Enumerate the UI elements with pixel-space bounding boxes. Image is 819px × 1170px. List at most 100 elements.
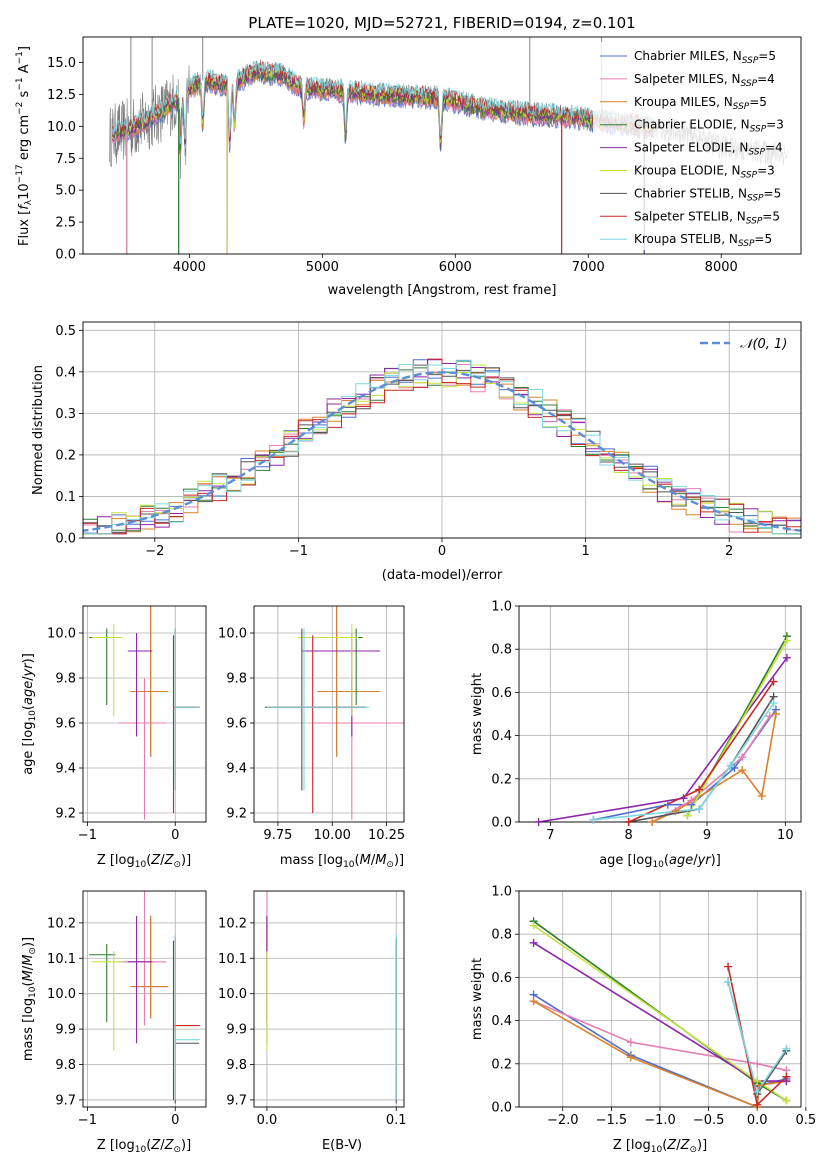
z-mass-xlabel: Z [log10(Z/Z⊙)] xyxy=(97,1138,191,1155)
z-mass-axes-ytick-label: 9.9 xyxy=(55,1023,76,1038)
age-weight-axes-marker-salpeter-stelib xyxy=(695,785,704,794)
spectrum-axes-xtick-label: 5000 xyxy=(306,260,339,275)
hist-legend-label: 𝒩(0, 1) xyxy=(740,337,787,352)
z-mass-axes-frame xyxy=(82,890,207,1108)
z-weight-axes-xtick-label: −2.0 xyxy=(547,1113,579,1128)
mass-age-axes-xtick-label: 9.75 xyxy=(263,828,292,843)
legend-label-chabrier-elodie: Chabrier ELODIE, NSSP=3 xyxy=(634,118,784,135)
age-weight-axes: 7 8 9 10 0.0 0.2 0.4 0.6 0.8 1.0 xyxy=(491,600,802,843)
age-weight-axes-marker-kroupa-miles xyxy=(771,710,780,718)
spectrum-axes-frame xyxy=(82,36,802,255)
ebv-mass-axes-xtick-label: 0.0 xyxy=(257,1113,278,1128)
age-weight-axes-marker-kroupa-stelib xyxy=(589,815,598,824)
z-weight-axes-marker-salpeter-stelib xyxy=(724,962,733,971)
mass-age-axes-ytick-label: 10.0 xyxy=(218,627,247,642)
z-weight-axes: −2.0 −1.5 −1.0 −0.5 0.0 0.5 0.0 0.2 0.4 0.6 0.8 1.0 xyxy=(491,885,816,1129)
spectrum-axes-ytick-label: 12.5 xyxy=(47,88,76,103)
age-weight-axes-marker-kroupa-miles xyxy=(671,807,680,816)
ebv-mass-axes: 0.0 0.1 9.7 9.8 9.9 10.0 10.1 10.2 xyxy=(218,890,407,1128)
spectrum-axes-ytick-label: 5.0 xyxy=(55,184,76,199)
spectrum-legend: Chabrier MILES, NSSP=5 Salpeter MILES, NS… xyxy=(593,42,798,250)
age-weight-axes-marker-kroupa-miles xyxy=(738,766,747,775)
age-weight-axes-ytick-label: 0.2 xyxy=(491,772,512,787)
z-weight-axes-frame xyxy=(518,890,802,1108)
z-mass-axes-ytick-label: 10.1 xyxy=(47,952,76,967)
z-weight-axes-ytick-label: 1.0 xyxy=(491,885,512,900)
z-weight-axes-marker-kroupa-miles xyxy=(626,1053,635,1062)
hist-axes-ytick-label: 0.4 xyxy=(55,365,76,380)
age-weight-axes-line-kroupa-stelib xyxy=(593,702,775,821)
age-weight-axes-marker-salpeter-miles xyxy=(765,712,774,721)
age-weight-axes-ytick-label: 0.8 xyxy=(491,643,512,658)
z-weight-axes-marker-kroupa-elodie xyxy=(782,1096,791,1105)
mass-age-axes-xtick-label: 10.25 xyxy=(368,828,405,843)
mass-age-axes-ytick-label: 9.6 xyxy=(226,717,247,732)
hist-axes-xtick-label: 1 xyxy=(581,544,589,559)
spectrum-model-kroupa-stelib xyxy=(111,60,656,254)
ebv-mass-axes-ytick-label: 10.2 xyxy=(218,916,247,931)
age-weight-axes-marker-kroupa-elodie xyxy=(782,636,791,645)
z-weight-axes-xtick-label: −0.5 xyxy=(693,1113,725,1128)
mass-age-axes-ytick-label: 9.8 xyxy=(226,672,247,687)
age-weight-axes-ytick-label: 0.4 xyxy=(491,729,512,744)
z-weight-axes-marker-kroupa-elodie xyxy=(529,921,538,930)
z-weight-axes-ytick-label: 0.6 xyxy=(491,971,512,986)
spectrum-axes-ytick-label: 10.0 xyxy=(47,120,76,135)
age-weight-axes-xtick-label: 9 xyxy=(703,828,711,843)
hist-axes-xtick-label: 2 xyxy=(725,544,733,559)
age-weight-axes-frame xyxy=(518,605,802,823)
hist-axes-ytick-label: 0.2 xyxy=(55,448,76,463)
age-weight-axes-marker-salpeter-miles xyxy=(687,796,696,805)
age-weight-axes-marker-kroupa-stelib xyxy=(695,805,704,814)
age-weight-axes-ytick-label: 0.0 xyxy=(491,816,512,831)
spectrum-axes-ytick-label: 7.5 xyxy=(55,152,76,167)
ebv-mass-axes-ytick-label: 10.0 xyxy=(218,987,247,1002)
age-weight-axes-line-kroupa-elodie xyxy=(686,640,788,816)
z-weight-axes-xtick-label: 0.5 xyxy=(796,1113,817,1128)
age-weight-axes-marker-kroupa-miles xyxy=(757,792,766,801)
z-mass-axes-plot xyxy=(89,891,200,1104)
z-age-ylabel: age [log10(age/yr)] xyxy=(21,653,38,775)
spectrum-axes-ytick-label: 2.5 xyxy=(55,216,76,231)
z-weight-axes-ylabel: mass weight xyxy=(470,958,485,1040)
z-mass-axes-ytick-label: 9.7 xyxy=(55,1093,76,1108)
spectrum-axes-ytick-label: 15.0 xyxy=(47,56,76,71)
legend-label-kroupa-stelib: Kroupa STELIB, NSSP=5 xyxy=(634,232,772,249)
hist-normal-curve xyxy=(83,371,801,532)
z-mass-axes-ytick-label: 10.0 xyxy=(47,987,76,1002)
z-age-axes-frame xyxy=(82,605,207,823)
spectrum-axes-xtick-label: 8000 xyxy=(705,260,738,275)
hist-axes-ytick-label: 0.3 xyxy=(55,407,76,422)
legend-label-chabrier-stelib: Chabrier STELIB, NSSP=5 xyxy=(634,186,781,203)
mass-age-xlabel: mass [log10(M/M⊙)] xyxy=(280,853,404,870)
age-weight-axes-marker-salpeter-elodie xyxy=(679,794,688,803)
age-weight-axes-marker-kroupa-miles xyxy=(648,818,657,826)
z-age-axes-ytick-label: 9.4 xyxy=(55,762,76,777)
z-age-axes-xtick-label: 0 xyxy=(171,828,179,843)
z-weight-axes-marker-kroupa-stelib xyxy=(753,1087,762,1096)
z-age-axes: −1 0 9.2 9.4 9.6 9.8 10.0 xyxy=(47,605,207,843)
legend-label-salpeter-elodie: Salpeter ELODIE, NSSP=4 xyxy=(634,141,783,158)
mass-age-axes-ytick-label: 9.2 xyxy=(226,807,247,822)
age-weight-axes-marker-kroupa-elodie xyxy=(683,811,692,820)
z-mass-axes-xtick-label: −1 xyxy=(78,1113,97,1128)
hist-xlabel: (data-model)/error xyxy=(382,568,503,583)
mass-age-axes: 9.75 10.00 10.25 9.2 9.4 9.6 9.8 10.0 xyxy=(218,605,405,843)
hist-axes-xtick-label: 0 xyxy=(438,544,446,559)
hist-ylabel: Normed distribution xyxy=(31,365,46,495)
ebv-mass-axes-ytick-label: 9.9 xyxy=(226,1023,247,1038)
z-mass-axes-xtick-label: 0 xyxy=(171,1113,179,1128)
z-weight-axes-marker-salpeter-miles xyxy=(626,1038,635,1047)
spectrum-axes-xtick-label: 7000 xyxy=(572,260,605,275)
z-age-xlabel: Z [log10(Z/Z⊙)] xyxy=(97,853,191,870)
hist-axes-ytick-label: 0.0 xyxy=(55,532,76,547)
age-weight-xlabel: age [log10(age/yr)] xyxy=(599,853,721,870)
age-weight-axes-xtick-label: 7 xyxy=(546,828,554,843)
z-weight-axes-marker-kroupa-elodie xyxy=(753,1077,762,1086)
legend-label-kroupa-elodie: Kroupa ELODIE, NSSP=3 xyxy=(634,164,775,181)
ebv-mass-axes-ytick-label: 9.7 xyxy=(226,1093,247,1108)
age-weight-axes-xtick-label: 10 xyxy=(777,828,794,843)
hist-axes: −2 −1 0 1 2 0.0 0.1 0.2 0.3 0.4 0.5 xyxy=(55,321,802,559)
legend-box xyxy=(593,42,798,250)
z-age-axes-ytick-label: 10.0 xyxy=(47,627,76,642)
